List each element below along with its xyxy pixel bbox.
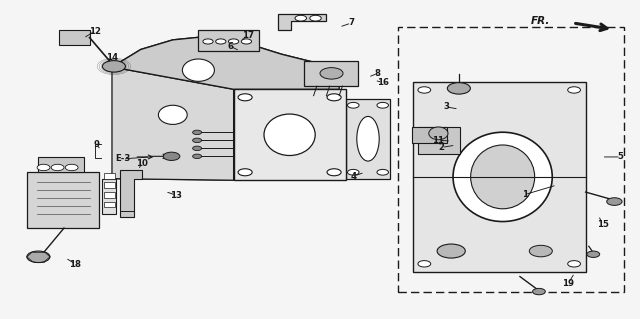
Text: 13: 13 — [170, 191, 182, 200]
Text: 1: 1 — [522, 190, 528, 199]
Text: 17: 17 — [243, 31, 254, 40]
Bar — [27, 172, 99, 228]
Bar — [346, 99, 390, 179]
Circle shape — [568, 261, 580, 267]
Circle shape — [65, 164, 78, 171]
Text: 8: 8 — [374, 69, 381, 78]
Circle shape — [437, 244, 465, 258]
Circle shape — [587, 251, 600, 257]
Ellipse shape — [429, 127, 448, 140]
Circle shape — [193, 138, 202, 143]
Bar — [198, 30, 259, 51]
Text: 4: 4 — [351, 172, 357, 181]
Text: 9: 9 — [93, 140, 99, 149]
Text: 6: 6 — [227, 42, 234, 51]
Circle shape — [529, 245, 552, 257]
Text: 16: 16 — [377, 78, 388, 87]
Bar — [104, 182, 115, 188]
Text: 10: 10 — [136, 159, 148, 168]
Text: 11: 11 — [433, 136, 444, 145]
Polygon shape — [112, 37, 339, 89]
Circle shape — [228, 39, 239, 44]
Circle shape — [327, 169, 341, 176]
Ellipse shape — [453, 132, 552, 221]
Circle shape — [37, 164, 50, 171]
Text: 7: 7 — [348, 19, 355, 27]
Bar — [104, 202, 115, 207]
Text: 18: 18 — [70, 260, 81, 269]
Text: 5: 5 — [618, 152, 624, 161]
Bar — [304, 61, 358, 86]
Circle shape — [568, 87, 580, 93]
Bar — [104, 192, 115, 198]
Circle shape — [238, 169, 252, 176]
Ellipse shape — [182, 59, 214, 81]
Circle shape — [241, 39, 252, 44]
Circle shape — [320, 68, 343, 79]
Text: 2: 2 — [438, 143, 445, 152]
Circle shape — [27, 251, 50, 263]
Bar — [102, 179, 116, 214]
Text: 15: 15 — [597, 220, 609, 229]
Polygon shape — [278, 14, 326, 30]
Circle shape — [238, 94, 252, 101]
Circle shape — [377, 102, 388, 108]
Circle shape — [310, 15, 321, 21]
Bar — [412, 127, 447, 143]
Circle shape — [163, 152, 180, 160]
Ellipse shape — [264, 114, 316, 155]
Circle shape — [193, 146, 202, 151]
Circle shape — [295, 15, 307, 21]
Circle shape — [348, 169, 359, 175]
Circle shape — [418, 261, 431, 267]
Bar — [38, 157, 84, 172]
Ellipse shape — [357, 116, 380, 161]
Circle shape — [348, 102, 359, 108]
Text: 12: 12 — [89, 27, 100, 36]
Bar — [104, 173, 115, 179]
Circle shape — [447, 83, 470, 94]
Bar — [398, 27, 624, 292]
Text: E-3: E-3 — [115, 154, 131, 163]
Circle shape — [193, 154, 202, 159]
Text: 19: 19 — [563, 279, 574, 288]
Circle shape — [532, 288, 545, 295]
Text: 3: 3 — [443, 102, 449, 111]
Text: 14: 14 — [106, 53, 118, 62]
Ellipse shape — [470, 145, 534, 209]
Bar — [413, 82, 586, 272]
Polygon shape — [120, 170, 142, 217]
Circle shape — [327, 94, 341, 101]
Bar — [418, 127, 460, 154]
Ellipse shape — [159, 105, 188, 124]
Circle shape — [102, 61, 125, 72]
Circle shape — [607, 198, 622, 205]
Circle shape — [418, 87, 431, 93]
Bar — [59, 30, 90, 45]
Circle shape — [51, 164, 64, 171]
Circle shape — [216, 39, 226, 44]
Circle shape — [193, 130, 202, 135]
Circle shape — [377, 169, 388, 175]
Bar — [234, 89, 346, 180]
Text: FR.: FR. — [531, 16, 550, 26]
Polygon shape — [112, 67, 234, 180]
Circle shape — [203, 39, 213, 44]
